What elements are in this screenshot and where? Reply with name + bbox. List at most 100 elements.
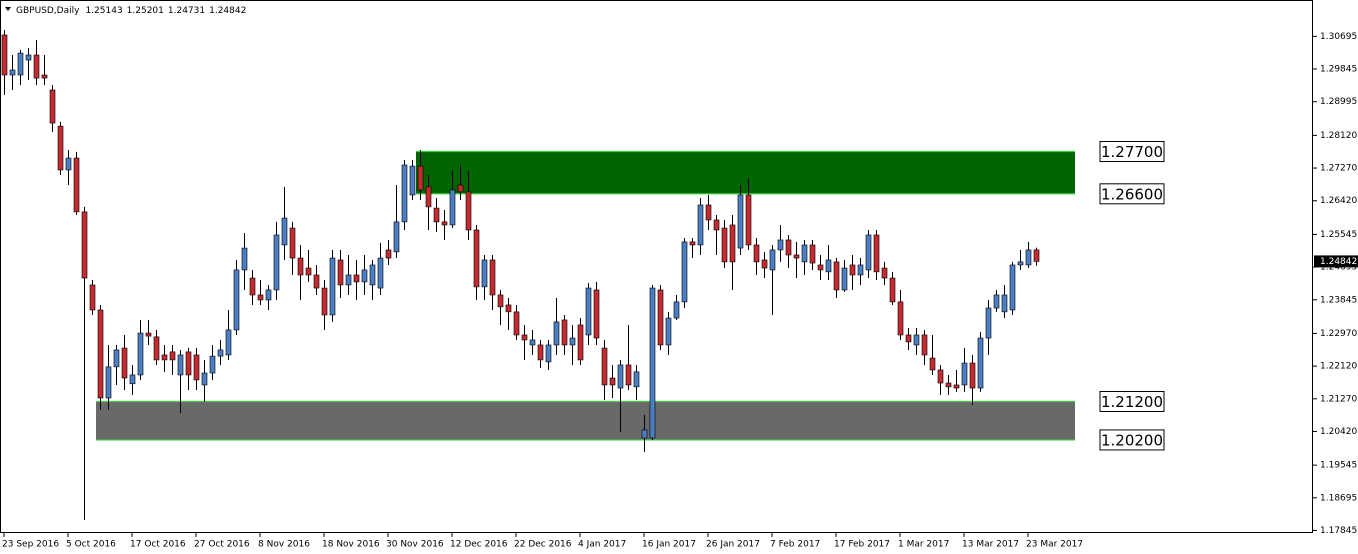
candle-body-down — [169, 351, 176, 361]
candle-body-down — [49, 89, 56, 124]
candle-body-down — [897, 301, 904, 336]
zone — [96, 401, 1075, 440]
candle-body-down — [473, 229, 480, 288]
y-tick-label: 1.27270 — [1320, 164, 1357, 174]
x-tick-label: 30 Nov 2016 — [386, 540, 444, 550]
candle-body-down — [513, 311, 520, 336]
candle-body-down — [753, 244, 760, 263]
candle-body-up — [985, 307, 992, 339]
candle-body-up — [209, 355, 216, 374]
candle-body-up — [105, 366, 112, 399]
y-tick-label: 1.24695 — [1320, 263, 1357, 273]
candle-body-down — [441, 221, 448, 226]
candle-body-up — [409, 165, 416, 196]
candle-body-up — [281, 217, 288, 246]
candle-body-down — [465, 191, 472, 231]
candle-body-up — [801, 244, 808, 263]
candle-body-up — [1025, 249, 1032, 266]
candle-body-down — [593, 289, 600, 339]
zone-label-box — [1099, 183, 1165, 205]
zone — [416, 151, 1075, 194]
candle-body-up — [201, 372, 208, 386]
candle-body-up — [449, 189, 456, 226]
x-tick-label: 1 Mar 2017 — [898, 540, 949, 550]
candle-body-down — [153, 336, 160, 361]
x-tick-label: 4 Jan 2017 — [578, 540, 626, 550]
x-tick-label: 27 Oct 2016 — [194, 540, 250, 550]
candle-body-down — [321, 287, 328, 316]
candle-body-down — [257, 294, 264, 301]
candle-body-down — [713, 219, 720, 231]
y-tick-label: 1.28120 — [1320, 131, 1357, 141]
candle-body-down — [745, 194, 752, 246]
candle-body-up — [361, 269, 368, 283]
candle-body-up — [617, 364, 624, 389]
y-tick-label: 1.21270 — [1320, 394, 1357, 404]
candle-body-up — [393, 221, 400, 253]
candle-body-up — [529, 339, 536, 346]
candle-body-down — [937, 369, 944, 384]
candle-body-down — [185, 351, 192, 376]
candle-body-down — [729, 224, 736, 263]
candle-body-down — [353, 274, 360, 283]
y-tick-label: 1.18695 — [1320, 493, 1357, 503]
candle-body-down — [761, 259, 768, 269]
candle-body-down — [561, 319, 568, 346]
y-tick-label: 1.30695 — [1320, 32, 1357, 42]
x-tick-label: 26 Jan 2017 — [706, 540, 760, 550]
x-tick-label: 17 Feb 2017 — [834, 540, 890, 550]
candle-body-down — [721, 227, 728, 263]
candle-body-down — [145, 332, 152, 337]
candle-body-up — [481, 259, 488, 288]
candle-body-down — [889, 277, 896, 303]
candle-body-down — [577, 324, 584, 361]
candle-body-down — [537, 344, 544, 361]
plot-frame — [0, 0, 1313, 533]
x-tick-label: 8 Nov 2016 — [258, 540, 310, 550]
candle-body-up — [1001, 294, 1008, 313]
candle-body-down — [689, 241, 696, 246]
candle-body-down — [793, 254, 800, 259]
candle-body-down — [97, 309, 104, 399]
candle-body-down — [1033, 249, 1040, 262]
x-tick-label: 12 Dec 2016 — [450, 540, 508, 550]
candle-body-up — [1009, 264, 1016, 311]
candle-body-down — [969, 362, 976, 389]
y-tick-label: 1.19545 — [1320, 461, 1357, 471]
candle-body-up — [841, 267, 848, 291]
low-value: 1.24731 — [168, 6, 205, 16]
candle-body-up — [377, 257, 384, 289]
candle-body-down — [41, 74, 48, 79]
candle-body-up — [977, 337, 984, 389]
y-tick-label: 1.28995 — [1320, 97, 1357, 107]
candle-body-down — [497, 294, 504, 308]
candle-body-up — [137, 332, 144, 376]
candle-body-down — [81, 211, 88, 279]
candle-body-up — [233, 269, 240, 331]
candle-body-up — [777, 239, 784, 251]
candle-body-up — [857, 264, 864, 276]
x-tick-label: 13 Mar 2017 — [962, 540, 1019, 550]
candle-body-down — [929, 357, 936, 371]
zone-label: 1.20200 — [1101, 431, 1163, 449]
candle-body-down — [1, 34, 8, 76]
x-tick-label: 18 Nov 2016 — [322, 540, 380, 550]
y-tick-label: 1.29845 — [1320, 65, 1357, 75]
close-value: 1.24842 — [209, 6, 246, 16]
candle-body-up — [369, 264, 376, 286]
candle-body-down — [833, 261, 840, 291]
candle-body-down — [873, 234, 880, 273]
candle-body-up — [665, 317, 672, 346]
candle-body-down — [521, 334, 528, 341]
x-tick-label: 7 Feb 2017 — [770, 540, 820, 550]
zone-label: 1.21200 — [1101, 393, 1163, 411]
price-label: 1.24842 — [1320, 257, 1357, 267]
candle-body-up — [633, 371, 640, 388]
y-tick-label: 1.22970 — [1320, 329, 1357, 339]
candle-body-down — [289, 227, 296, 259]
candle-body-up — [553, 321, 560, 346]
candle-body-up — [649, 287, 656, 439]
candle-body-down — [313, 274, 320, 289]
candle-body-down — [489, 259, 496, 296]
chart-header: GBPUSD,Daily 1.25143 1.25201 1.24731 1.24842 — [16, 6, 246, 16]
